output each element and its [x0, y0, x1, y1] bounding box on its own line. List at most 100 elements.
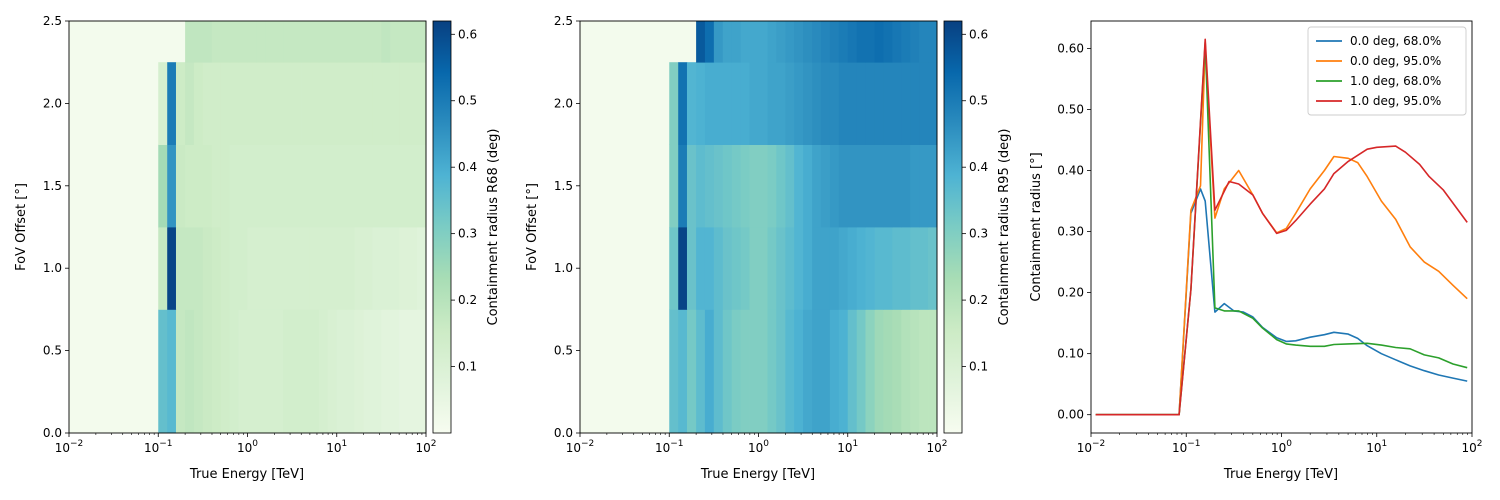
- heatmap-cell: [265, 144, 275, 228]
- heatmap-cell: [283, 21, 293, 63]
- heatmap-cell: [749, 62, 759, 146]
- heatmap-cell: [776, 21, 786, 63]
- heatmap-cell: [669, 227, 679, 310]
- heatmap-cell: [838, 309, 849, 434]
- heatmap-cell: [354, 62, 365, 146]
- heatmap-cell: [758, 21, 768, 63]
- heatmap-cell: [220, 309, 231, 434]
- heatmap-cell: [829, 21, 840, 63]
- heatmap-cell: [678, 309, 688, 434]
- heatmap-cell: [309, 62, 320, 146]
- heatmap-cell: [185, 62, 195, 146]
- heatmap-cell: [193, 227, 204, 310]
- heatmap-cell: [713, 62, 724, 146]
- heatmap-cell: [856, 144, 866, 228]
- heatmap-cell: [928, 62, 938, 146]
- heatmap-cell: [901, 227, 911, 310]
- heatmap-cell: [283, 62, 293, 146]
- y-tick-label: 0.60: [1057, 41, 1084, 55]
- legend-label: 0.0 deg, 95.0%: [1350, 54, 1441, 68]
- heatmap-cell: [785, 21, 795, 63]
- heatmap-cell: [767, 227, 777, 310]
- x-tick-label: 10−1: [1172, 439, 1201, 455]
- heatmap-cell: [318, 309, 329, 434]
- heatmap-cell: [372, 227, 382, 310]
- heatmap-cell: [838, 62, 849, 146]
- heatmap-cell: [731, 144, 742, 228]
- colorbar-tick-label: 0.5: [458, 94, 477, 108]
- heatmap-cell: [363, 144, 373, 228]
- heatmap-cell: [247, 309, 257, 434]
- heatmap-cell: [193, 21, 204, 63]
- heatmap-cell: [678, 144, 688, 228]
- heatmap-cell: [910, 62, 920, 146]
- heatmap-cell: [838, 144, 849, 228]
- heatmap-cell: [731, 62, 742, 146]
- heatmap-cell: [327, 62, 338, 146]
- heatmap-cell: [318, 62, 329, 146]
- heatmap-cell: [211, 309, 222, 434]
- x-tick-label: 101: [1366, 439, 1387, 455]
- heatmap-cell: [274, 144, 284, 228]
- heatmap-cell: [408, 21, 418, 63]
- heatmap-cell: [193, 144, 204, 228]
- heatmap-cell: [363, 227, 373, 310]
- heatmap-cell: [292, 227, 302, 310]
- heatmap-cell: [274, 21, 284, 63]
- heatmap-cell: [417, 227, 427, 310]
- heatmap-cell: [229, 62, 239, 146]
- heatmap-cell: [390, 21, 400, 63]
- heatmap-cell: [185, 144, 195, 228]
- heatmap-cell: [265, 309, 275, 434]
- heatmap-cell: [820, 21, 831, 63]
- heatmap-cell: [211, 21, 222, 63]
- heatmap-cell: [175, 62, 186, 146]
- heatmap-cell: [283, 227, 293, 310]
- heatmap-cell: [265, 62, 275, 146]
- heatmap-cell: [408, 144, 418, 228]
- heatmap-cell: [283, 309, 293, 434]
- y-tick-label: 0.0: [554, 426, 573, 440]
- colorbar-tick-label: 0.4: [969, 160, 988, 174]
- heatmap-cell: [301, 227, 311, 310]
- heatmap-cell: [856, 21, 866, 63]
- heatmap-cell: [229, 144, 239, 228]
- heatmap-cell: [731, 227, 742, 310]
- x-axis-ticks: 10−2 10−1 100 101 102: [1077, 433, 1483, 455]
- heatmap-cell: [256, 309, 266, 434]
- heatmap-cell: [740, 21, 750, 63]
- heatmap-cell: [158, 227, 168, 310]
- heatmap-cell: [301, 21, 311, 63]
- heatmap-cell: [167, 227, 177, 310]
- heatmap-cell: [713, 309, 724, 434]
- x-tick-label: 10−2: [55, 439, 84, 455]
- heatmap-cell: [158, 144, 168, 228]
- heatmap-cell: [669, 309, 679, 434]
- heatmap-cell: [417, 309, 427, 434]
- heatmap-cell: [336, 309, 347, 434]
- heatmap-cell: [785, 62, 795, 146]
- heatmap-cell: [354, 309, 365, 434]
- heatmap-cell: [265, 227, 275, 310]
- heatmap-cell: [274, 227, 284, 310]
- heatmap-cell: [417, 21, 427, 63]
- heatmap-cell: [309, 144, 320, 228]
- heatmap-cell: [767, 309, 777, 434]
- x-tick-label: 100: [748, 439, 769, 455]
- heatmap-cell: [229, 227, 239, 310]
- heatmap-cell: [713, 227, 724, 310]
- heatmap-cell: [874, 62, 884, 146]
- heatmap-cell: [919, 62, 929, 146]
- heatmap-cell: [731, 309, 742, 434]
- heatmap-cell: [292, 309, 302, 434]
- heatmap-cell: [874, 227, 884, 310]
- heatmap-cell: [874, 144, 884, 228]
- colorbar-ticks: 0.1 0.2 0.3 0.4 0.5 0.6: [962, 27, 988, 374]
- heatmap-cell: [381, 309, 391, 434]
- heatmap-cell: [713, 144, 724, 228]
- y-tick-label: 0.50: [1057, 103, 1084, 117]
- heatmap-cell: [301, 144, 311, 228]
- heatmap-cell: [363, 62, 373, 146]
- x-axis-label: True Energy [TeV]: [189, 467, 304, 482]
- heatmap-cell: [247, 62, 257, 146]
